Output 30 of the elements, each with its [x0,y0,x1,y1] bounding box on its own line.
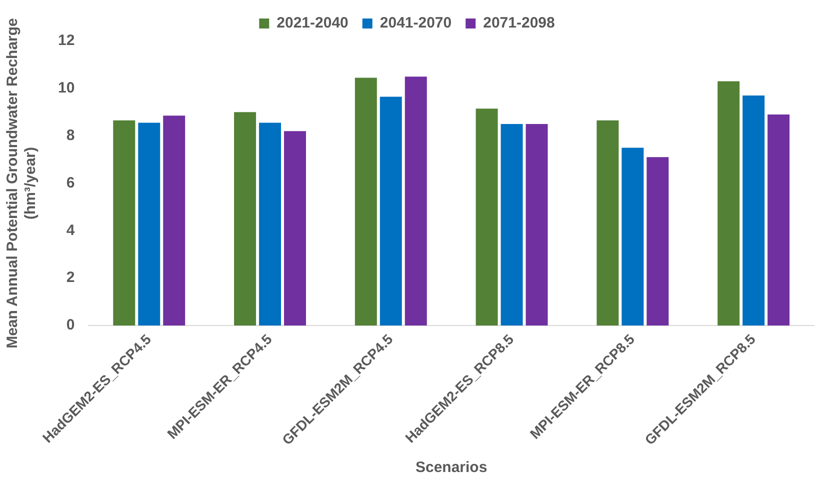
bar [596,120,619,326]
bar [284,131,306,326]
y-tick-label: 8 [66,126,75,144]
bar [646,157,669,326]
bar [718,81,740,326]
y-tick-label: 10 [58,80,75,97]
bar [163,116,186,326]
bar [259,122,282,326]
bar [742,96,765,326]
bar [234,112,256,326]
bar [768,114,790,326]
y-tick-label: 0 [66,316,75,334]
bar [500,124,523,326]
bar [354,78,377,326]
y-tick-label: 12 [58,32,75,50]
bar [404,76,427,326]
bar [622,148,644,326]
y-axis-title: Mean Annual Potential Groundwater Recharge (hm³/year) [4,18,40,348]
bar [526,124,548,326]
bar [476,108,498,326]
bar [380,96,402,326]
legend-label: 2041-2070 [380,14,452,32]
y-tick-label: 6 [66,174,75,192]
bar [138,122,160,326]
y-tick-label: 2 [66,269,75,286]
bar [113,120,136,326]
legend-label: 2021-2040 [276,14,348,32]
x-axis-title: Scenarios [415,459,488,476]
legend-label: 2071-2098 [483,14,555,32]
y-tick-label: 4 [66,222,76,239]
